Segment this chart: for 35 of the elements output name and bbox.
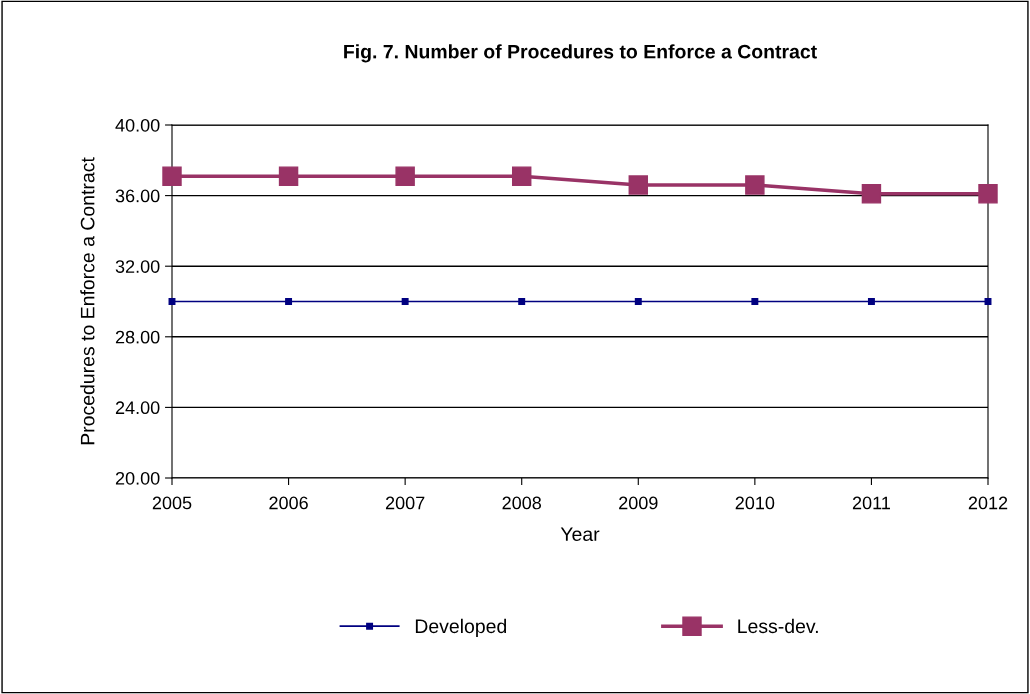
- x-tick-label: 2006: [269, 496, 308, 510]
- point: [285, 298, 293, 305]
- y-tick-label: 20.00: [115, 471, 160, 485]
- y-axis-title: Procedures to Enforce a Contract: [80, 157, 95, 445]
- x-tick-label: 2008: [502, 496, 542, 510]
- point: [745, 175, 765, 195]
- x-tick-label: 2010: [735, 496, 775, 510]
- y-tick-label: 40.00: [115, 118, 160, 132]
- point: [278, 166, 299, 186]
- point: [511, 166, 532, 186]
- point: [628, 175, 649, 195]
- legend-label: Developed: [415, 618, 507, 637]
- x-tick-label: 2012: [968, 496, 1008, 510]
- x-axis-title: Year: [560, 527, 600, 542]
- x-tick-label: 2009: [619, 496, 658, 510]
- y-tick-label: 36.00: [115, 189, 160, 203]
- y-tick-label: 32.00: [115, 260, 160, 273]
- chart-title: Fig. 7. Number of Procedures to Enforce a Contract: [344, 44, 817, 63]
- y-tick-label: 28.00: [115, 330, 160, 344]
- y-tick-label: 24.00: [115, 401, 160, 415]
- x-tick-label: 2007: [385, 496, 425, 510]
- point: [401, 298, 409, 305]
- x-tick-label: 2011: [852, 496, 890, 510]
- point: [984, 298, 992, 305]
- point: [395, 166, 415, 186]
- point: [162, 166, 182, 186]
- point: [518, 298, 526, 305]
- point: [867, 298, 875, 305]
- point: [634, 298, 642, 305]
- point: [168, 298, 176, 305]
- x-tick-label: 2005: [152, 496, 192, 510]
- legend-label: Less-dev.: [738, 618, 818, 634]
- point: [861, 184, 882, 204]
- point: [978, 184, 998, 204]
- point: [751, 298, 759, 305]
